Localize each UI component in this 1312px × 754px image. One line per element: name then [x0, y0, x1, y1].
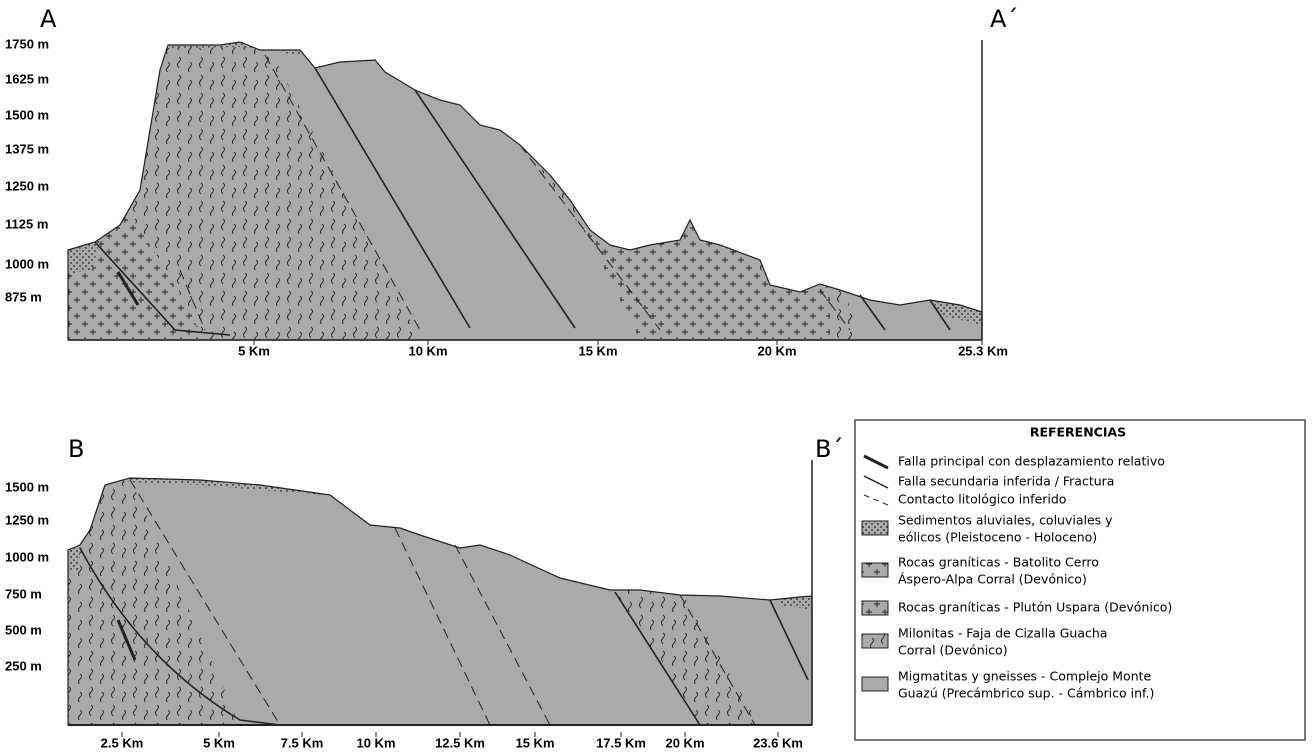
- y-tick-label: 1250 m: [5, 512, 49, 527]
- x-tick-label: 20 Km: [757, 343, 796, 358]
- legend-text: Falla secundaria inferida / Fractura: [898, 474, 1114, 489]
- legend-text: Guazú (Precámbrico sup. - Cámbrico inf.): [898, 686, 1154, 701]
- section-start-label: B: [68, 435, 84, 463]
- y-tick-label: 1375 m: [5, 141, 49, 156]
- y-tick-label: 1250 m: [5, 178, 49, 193]
- legend-title: REFERENCIAS: [1030, 425, 1126, 440]
- y-tick-label: 500 m: [5, 622, 42, 637]
- legend-text: Corral (Devónico): [898, 643, 1008, 658]
- legend-text: Falla principal con desplazamiento relat…: [898, 454, 1165, 469]
- y-tick-label: 1125 m: [5, 216, 48, 231]
- x-tick-label: 12.5 Km: [435, 735, 485, 750]
- x-tick-label: 25.3 Km: [958, 343, 1008, 358]
- x-tick-label: 10 Km: [408, 343, 447, 358]
- x-tick-label: 7.5 Km: [281, 735, 324, 750]
- section-start-label: A: [40, 5, 57, 33]
- x-tick-label: 5 Km: [238, 343, 270, 358]
- y-tick-label: 875 m: [5, 289, 42, 304]
- x-tick-label: 20 Km: [665, 735, 704, 750]
- x-tick-label: 17.5 Km: [596, 735, 646, 750]
- legend-text: Sedimentos aluviales, coluviales y: [898, 513, 1113, 528]
- y-tick-label: 750 m: [5, 586, 42, 601]
- y-tick-label: 1000 m: [5, 256, 49, 271]
- section-end-label: A´: [990, 5, 1018, 33]
- legend-text: Contacto litológico inferido: [898, 492, 1066, 507]
- x-tick-label: 15 Km: [578, 343, 617, 358]
- x-tick-label: 10 Km: [356, 735, 395, 750]
- y-tick-label: 250 m: [5, 658, 42, 673]
- y-tick-label: 1625 m: [5, 71, 49, 86]
- y-tick-label: 1500 m: [5, 479, 49, 494]
- legend: [854, 419, 1306, 741]
- x-tick-label: 15 Km: [515, 735, 554, 750]
- legend-text: eólicos (Pleistoceno - Holoceno): [898, 530, 1097, 545]
- legend-text: Áspero-Alpa Corral (Devónico): [898, 572, 1087, 587]
- x-tick-label: 2.5 Km: [101, 735, 144, 750]
- y-tick-label: 1000 m: [5, 549, 49, 564]
- legend-text: Rocas graníticas - Plutón Uspara (Devóni…: [898, 600, 1172, 615]
- section-end-label: B´: [815, 435, 843, 463]
- legend-text: Milonitas - Faja de Cizalla Guacha: [898, 626, 1107, 641]
- y-tick-label: 1500 m: [5, 107, 49, 122]
- x-tick-label: 5 Km: [203, 735, 235, 750]
- legend-text: Rocas graníticas - Batolito Cerro: [898, 555, 1099, 570]
- section-a: [67, 40, 983, 341]
- y-tick-label: 1750 m: [5, 36, 49, 51]
- x-tick-label: 23.6 Km: [753, 735, 803, 750]
- section-b: [67, 460, 813, 726]
- legend-text: Migmatitas y gneisses - Complejo Monte: [898, 669, 1152, 684]
